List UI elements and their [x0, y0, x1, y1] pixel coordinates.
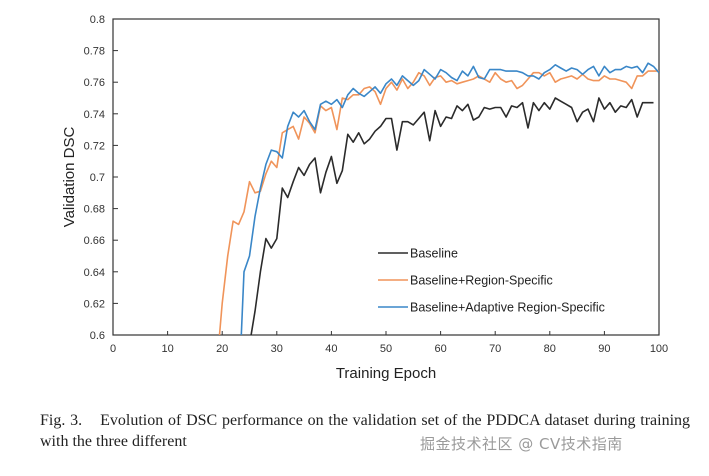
x-tick-label: 50	[380, 343, 392, 355]
plot-border	[112, 18, 660, 336]
x-tick-label: 40	[325, 343, 337, 355]
y-tick-label: 0.74	[84, 109, 105, 121]
figure-number: Fig. 3.	[40, 412, 83, 429]
line-chart: 0.6 0.62 0.64 0.66 0.68 0.7 0.72 0.74 0.76 0.78 0.…	[61, 14, 668, 382]
y-tick-label: 0.62	[84, 298, 105, 310]
x-axis-title: Training Epoch	[336, 365, 436, 382]
y-tick-label: 0.66	[84, 235, 105, 247]
x-tick-label: 30	[271, 343, 283, 355]
series-line-baseline-adaptive-region-specific	[240, 62, 659, 335]
x-tick-label: 80	[544, 343, 556, 355]
x-tick-label: 100	[650, 343, 668, 355]
y-tick-label: 0.6	[90, 330, 105, 342]
x-tick-label: 0	[110, 343, 116, 355]
series-line-baseline	[250, 97, 654, 335]
caption-text: Evolution of DSC performance on the vali…	[40, 412, 691, 450]
x-tick-label: 90	[598, 343, 610, 355]
legend-label: Baseline+Region-Specific	[410, 274, 553, 288]
y-tick-label: 0.78	[84, 46, 105, 58]
legend-label: Baseline	[410, 247, 458, 261]
y-axis: 0.6 0.62 0.64 0.66 0.68 0.7 0.72 0.74 0.76 0.78 0.…	[84, 14, 118, 342]
y-tick-label: 0.68	[84, 204, 105, 216]
legend-label: Baseline+Adaptive Region-Specific	[410, 301, 605, 315]
watermark: 掘金技术社区 @ CV技术指南	[420, 435, 623, 453]
y-axis-title: Validation DSC	[61, 127, 78, 228]
x-tick-label: 70	[489, 343, 501, 355]
x-tick-label: 10	[161, 343, 173, 355]
series-line-baseline-region-specific	[218, 70, 659, 335]
x-axis: 0 10 20 30 40 50 60 70 80 90 100	[110, 331, 668, 355]
y-tick-label: 0.72	[84, 140, 105, 152]
x-tick-label: 20	[216, 343, 228, 355]
series-layer	[218, 62, 659, 335]
y-tick-label: 0.7	[90, 172, 105, 184]
plot-frame	[112, 18, 660, 336]
x-tick-label: 60	[434, 343, 446, 355]
legend: Baseline Baseline+Region-Specific Baseline…	[378, 247, 605, 315]
y-tick-label: 0.8	[90, 14, 105, 26]
y-tick-label: 0.64	[84, 267, 105, 279]
y-tick-label: 0.76	[84, 77, 105, 89]
figure-caption: Fig. 3. Evolution of DSC performance on t…	[40, 410, 690, 452]
